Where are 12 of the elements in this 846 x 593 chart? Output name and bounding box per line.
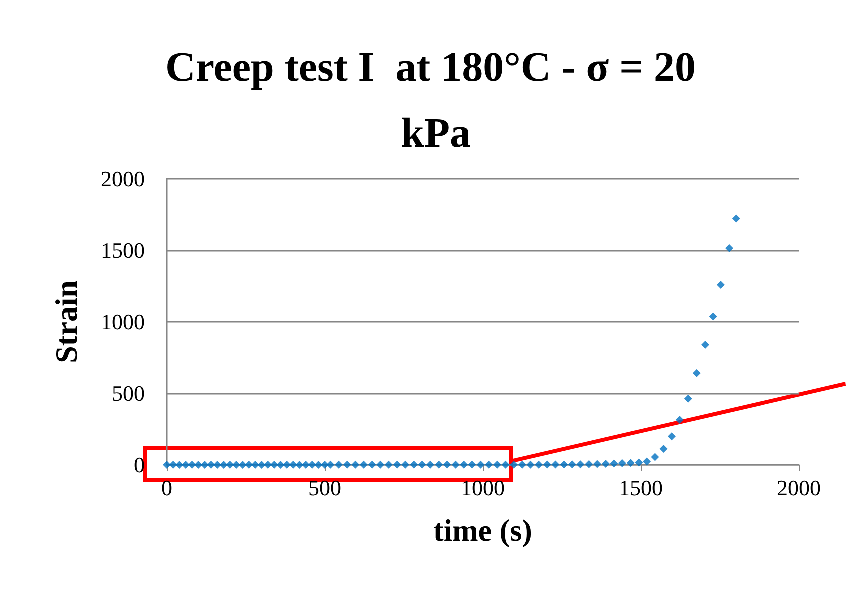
y-tick-label: 1500 xyxy=(101,238,145,263)
y-tick-label: 2000 xyxy=(101,166,145,192)
x-tick-label: 2000 xyxy=(777,476,821,500)
y-axis-title: Strain xyxy=(49,280,84,364)
x-tick-label: 1000 xyxy=(461,476,505,500)
x-tick-label: 500 xyxy=(308,476,342,500)
x-tick-label: 1500 xyxy=(619,476,663,500)
x-axis-title: time (s) xyxy=(434,513,532,548)
y-tick-label: 1000 xyxy=(101,310,145,334)
chart-title: Creep test I at 180°C - σ = 20 kPa xyxy=(165,45,707,157)
y-tick-label: 500 xyxy=(112,381,145,406)
x-tick-label: 0 xyxy=(162,476,172,500)
